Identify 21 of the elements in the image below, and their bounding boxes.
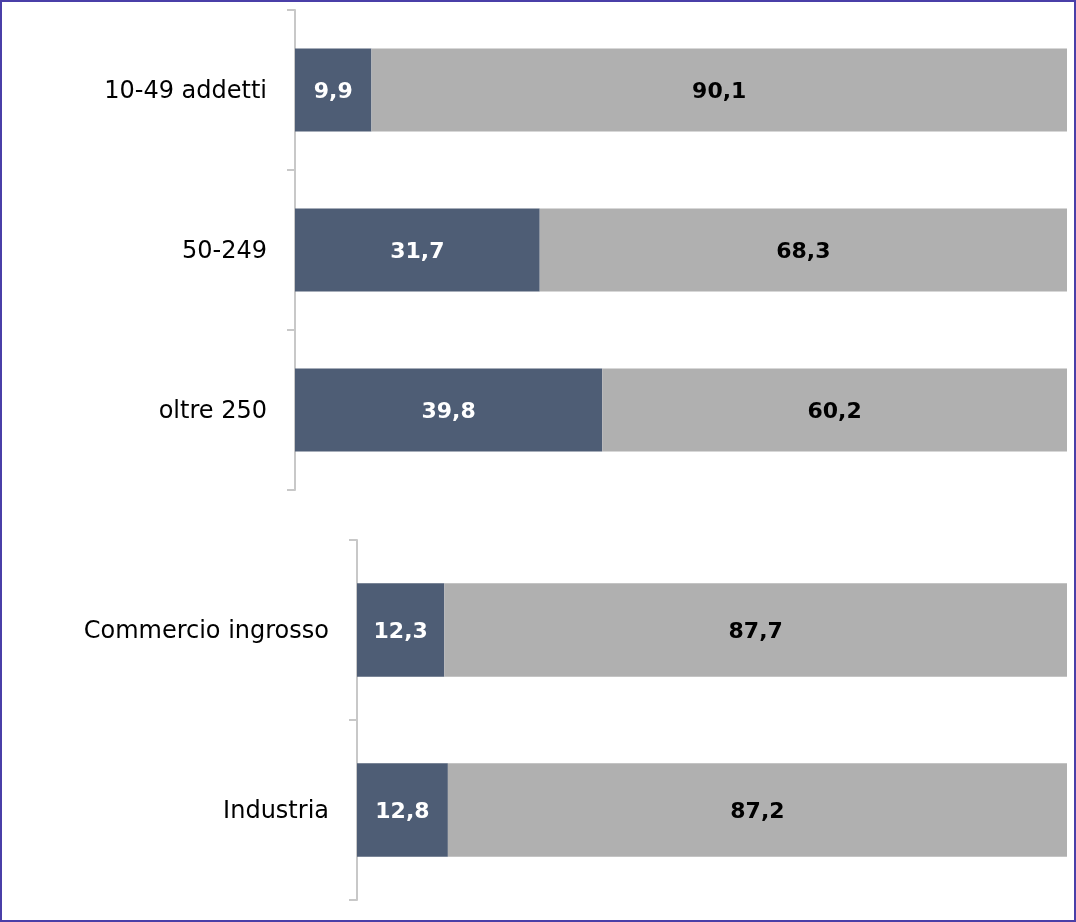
data-label: 87,7 xyxy=(728,617,783,643)
bar xyxy=(295,368,603,452)
data-label: 87,2 xyxy=(730,797,785,823)
y-tick-label: 50-249 xyxy=(181,236,267,264)
data-label: 39,8 xyxy=(421,397,476,423)
bar xyxy=(371,48,1067,132)
y-tick-label: Industria xyxy=(223,796,329,824)
bar xyxy=(539,208,1067,292)
y-tick-label: Commercio ingrosso xyxy=(83,616,329,644)
bar xyxy=(295,208,540,292)
y-tick-label: oltre 250 xyxy=(158,396,267,424)
data-label: 68,3 xyxy=(776,237,831,263)
data-label: 90,1 xyxy=(692,77,747,103)
data-label: 12,3 xyxy=(373,617,428,643)
data-label: 31,7 xyxy=(390,237,445,263)
data-label: 9,9 xyxy=(313,77,353,103)
data-label: 12,8 xyxy=(375,797,430,823)
data-label: 60,2 xyxy=(807,397,862,423)
y-tick-label: 10-49 addetti xyxy=(104,76,267,104)
bar xyxy=(602,368,1067,452)
bar xyxy=(295,48,372,132)
